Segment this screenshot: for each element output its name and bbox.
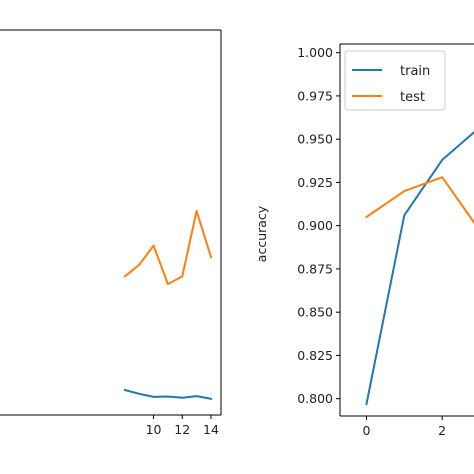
right-y-tick-label: 0.825 — [297, 348, 333, 363]
right-x-tick-label: 0 — [363, 423, 371, 438]
right-plot-lines — [365, 130, 474, 406]
right-y-ticks: 0.800 0.825 0.850 0.875 0.900 0.925 0.950 0.975… — [297, 45, 340, 406]
left-axes — [0, 29, 222, 416]
legend-train-label: train — [400, 64, 430, 79]
left-x-tick-label: 12 — [174, 422, 190, 437]
right-y-tick-label: 1.000 — [297, 45, 333, 60]
right-axes — [339, 43, 474, 417]
right-train-line — [365, 130, 474, 406]
right-chart: 0.800 0.825 0.850 0.875 0.900 0.925 0.950 0.975… — [254, 43, 474, 438]
left-x-ticks: 10 12 14 — [146, 415, 219, 437]
right-x-tick-label: 2 — [438, 423, 446, 438]
right-test-line — [365, 176, 474, 225]
left-x-tick-label: 10 — [146, 422, 162, 437]
right-y-tick-label: 0.800 — [297, 391, 333, 406]
left-chart: 10 12 14 — [0, 29, 222, 437]
right-y-tick-label: 0.900 — [297, 218, 333, 233]
left-series-2-line — [123, 209, 213, 286]
legend-box — [344, 50, 446, 111]
left-series-1-line — [123, 388, 213, 400]
right-y-tick-label: 0.925 — [297, 175, 333, 190]
legend: train test — [344, 50, 446, 111]
legend-test-label: test — [400, 90, 425, 105]
left-x-tick-label: 14 — [203, 422, 219, 437]
left-plot-lines — [123, 209, 213, 400]
right-y-tick-label: 0.975 — [297, 88, 333, 103]
right-y-tick-label: 0.850 — [297, 305, 333, 320]
right-y-tick-label: 0.950 — [297, 132, 333, 147]
right-y-tick-label: 0.875 — [297, 261, 333, 276]
right-y-axis-label: accuracy — [254, 205, 269, 262]
